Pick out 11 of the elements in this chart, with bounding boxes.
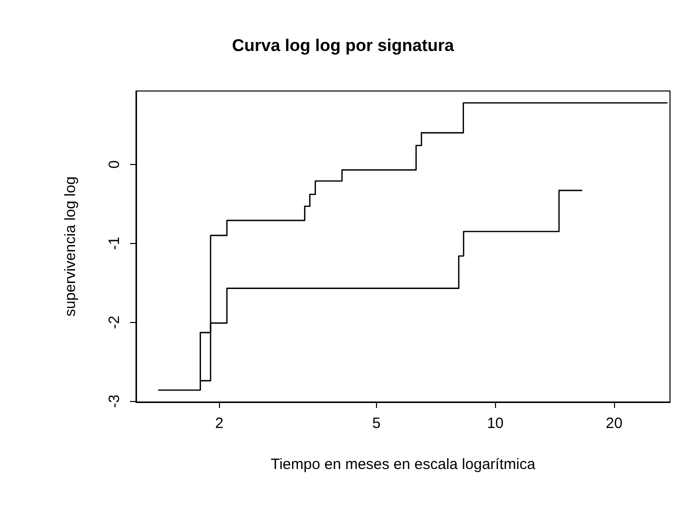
x-tick-label: 2 — [215, 415, 224, 432]
x-axis-title: Tiempo en meses en escala logarítmica — [270, 456, 536, 473]
x-tick-label: 10 — [486, 415, 504, 432]
x-tick-label: 5 — [372, 415, 381, 432]
y-tick-label: -1 — [106, 236, 123, 250]
y-tick-label: -2 — [106, 316, 123, 329]
chart-title: Curva log log por signatura — [232, 36, 455, 55]
y-axis-title: supervivencia log log — [62, 176, 79, 317]
x-tick-label: 20 — [606, 415, 622, 432]
y-tick-label: 0 — [106, 160, 123, 169]
y-tick-label: -3 — [106, 394, 123, 408]
